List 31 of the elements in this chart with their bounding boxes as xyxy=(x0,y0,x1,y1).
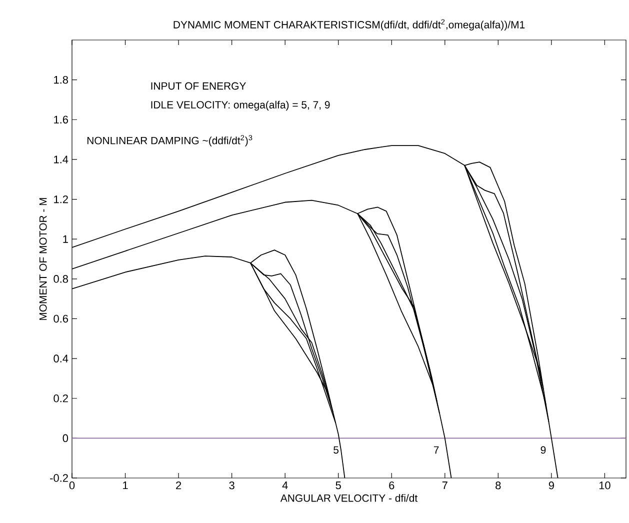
annotation: 9 xyxy=(540,446,546,454)
y-tick-label: 0.8 xyxy=(54,275,68,283)
x-axis-title: ANGULAR VELOCITY - dfi/dt xyxy=(280,494,418,502)
y-tick-label: 1.2 xyxy=(54,195,68,204)
y-axis-title: MOMENT OF MOTOR - M xyxy=(39,198,47,320)
y-tick-label: 0.6 xyxy=(54,314,68,323)
x-tick-label: 2 xyxy=(176,482,182,490)
x-tick-label: 0 xyxy=(69,482,75,490)
x-tick-label: 5 xyxy=(336,482,341,490)
annotation: 7 xyxy=(434,446,439,454)
x-tick-label: 9 xyxy=(548,482,554,490)
x-tick-label: 10 xyxy=(599,482,610,490)
x-tick-label: 4 xyxy=(282,482,288,490)
x-tick-label: 1 xyxy=(123,482,128,490)
annotation: IDLE VELOCITY: omega(alfa) = 5, 7, 9 xyxy=(151,100,330,111)
y-tick-label: 0.4 xyxy=(54,354,68,362)
y-tick-label: 1.6 xyxy=(54,116,68,124)
y-tick-label: 1 xyxy=(63,235,68,243)
annotation: INPUT OF ENERGY xyxy=(151,82,246,90)
x-tick-label: 3 xyxy=(229,482,234,490)
y-tick-label: 0 xyxy=(62,434,68,442)
y-tick-label: 1.8 xyxy=(54,76,68,84)
y-tick-label: -0.2 xyxy=(50,474,68,482)
y-tick-label: 0.2 xyxy=(54,394,68,402)
x-tick-label: 7 xyxy=(442,482,448,490)
annotation: NONLINEAR DAMPING ~(ddfi/dt$^{2}$)$^{3}$ xyxy=(87,135,252,146)
annotation: 5 xyxy=(334,446,339,454)
y-tick-label: 1.4 xyxy=(54,156,68,164)
x-tick-label: 6 xyxy=(389,482,394,490)
chart-title: DYNAMIC MOMENT CHARAKTERISTICSM(dfi/dt, ddfi/dt$^{2}$,omega(alfa))/M1 xyxy=(174,19,525,30)
x-tick-label: 8 xyxy=(496,482,501,490)
